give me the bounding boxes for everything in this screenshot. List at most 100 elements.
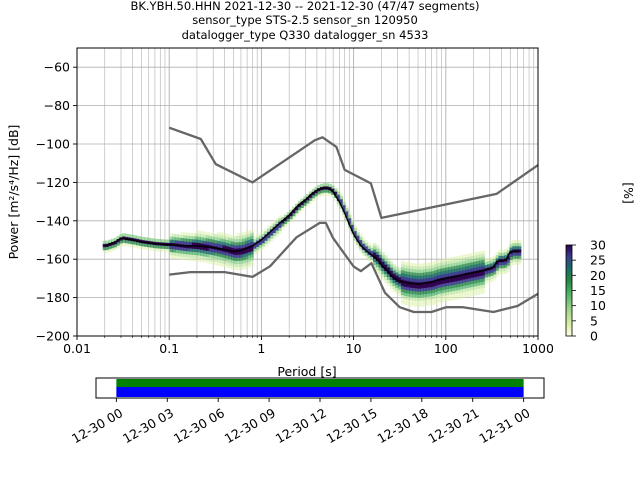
low-noise-model-line: [169, 221, 539, 314]
density-cell: [275, 217, 279, 222]
density-cell: [456, 289, 461, 294]
density-cell: [177, 234, 182, 238]
density-cell: [361, 249, 366, 254]
density-cell: [164, 245, 168, 249]
density-cell: [225, 233, 229, 238]
density-cell: [481, 278, 486, 282]
density-cell: [331, 191, 335, 195]
density-cell: [183, 250, 187, 255]
density-cell: [347, 227, 352, 231]
density-cell: [197, 258, 201, 262]
density-cell: [211, 254, 215, 259]
density-cell: [177, 240, 182, 245]
density-cell: [317, 184, 321, 189]
density-cell: [456, 280, 461, 284]
density-cell: [177, 246, 182, 251]
density-cell: [303, 199, 307, 203]
density-cell: [255, 246, 260, 250]
density-cell: [242, 250, 246, 255]
density-cell: [119, 243, 123, 247]
high-noise-model-line: [168, 126, 539, 220]
density-cell: [239, 260, 243, 264]
density-cell: [409, 293, 413, 297]
density-cell: [228, 259, 232, 263]
density-cell: [428, 277, 433, 282]
density-cell: [122, 242, 126, 246]
density-cell: [453, 256, 458, 260]
density-cell: [253, 236, 257, 240]
density-cell: [261, 242, 265, 247]
density-cell: [381, 258, 385, 262]
density-cell: [375, 254, 380, 259]
density-cell: [200, 258, 204, 263]
density-cell: [205, 253, 210, 258]
density-cell: [244, 252, 249, 257]
density-cell: [230, 241, 235, 245]
density-cell: [373, 258, 377, 262]
density-cell: [197, 252, 201, 256]
density-cell: [133, 235, 137, 239]
density-cell: [481, 290, 486, 294]
density-cell: [506, 262, 511, 266]
density-cell: [473, 273, 477, 278]
density-cell: [203, 237, 207, 242]
density-cell: [400, 261, 405, 265]
density-cell: [242, 253, 246, 258]
density-cell: [476, 288, 480, 292]
density-cell: [233, 236, 238, 240]
density-cell: [253, 248, 257, 252]
density-cell: [398, 292, 402, 296]
density-cell: [425, 296, 430, 300]
density-cell: [423, 303, 427, 307]
density-cell: [370, 244, 374, 248]
density-cell: [476, 264, 480, 268]
density-cell: [208, 251, 212, 255]
density-cell: [420, 288, 424, 292]
density-cell: [375, 245, 380, 249]
density-cell: [414, 275, 419, 280]
density-cell: [406, 262, 410, 266]
x-tick-label: 100: [434, 341, 458, 356]
density-cell: [506, 259, 511, 263]
density-cell: [398, 270, 402, 275]
density-cell: [230, 247, 235, 251]
density-cell: [384, 261, 388, 265]
density-cell: [459, 286, 463, 290]
density-cell: [425, 271, 430, 276]
density-cell: [465, 278, 469, 283]
density-cell: [420, 263, 424, 267]
density-cell: [512, 246, 516, 250]
density-cell: [166, 248, 171, 253]
density-cell: [498, 261, 502, 266]
density-cell: [219, 262, 224, 267]
density-cell: [233, 263, 238, 268]
density-cell: [194, 239, 199, 243]
density-cell: [361, 237, 366, 241]
density-cell: [428, 262, 433, 266]
density-cell: [412, 290, 416, 295]
density-cell: [130, 240, 134, 245]
density-cell: [381, 270, 385, 275]
density-cell: [189, 232, 193, 237]
density-cell: [431, 289, 435, 293]
density-cell: [386, 261, 391, 265]
density-cell: [467, 262, 472, 267]
density-cell: [244, 265, 249, 269]
density-cell: [191, 239, 196, 243]
density-cell: [339, 202, 343, 206]
density-cell: [214, 252, 218, 256]
density-cell: [465, 290, 469, 295]
density-cell: [437, 281, 441, 285]
density-cell: [272, 223, 277, 227]
density-cell: [428, 283, 433, 288]
density-cell: [434, 276, 438, 280]
density-cell: [403, 274, 408, 278]
density-cell: [108, 248, 112, 253]
density-cell: [244, 240, 249, 245]
density-cell: [517, 252, 522, 256]
density-cell: [467, 256, 472, 260]
density-cell: [281, 220, 285, 224]
density-cell: [509, 247, 513, 251]
density-cell: [244, 256, 249, 260]
density-cell: [456, 268, 461, 272]
